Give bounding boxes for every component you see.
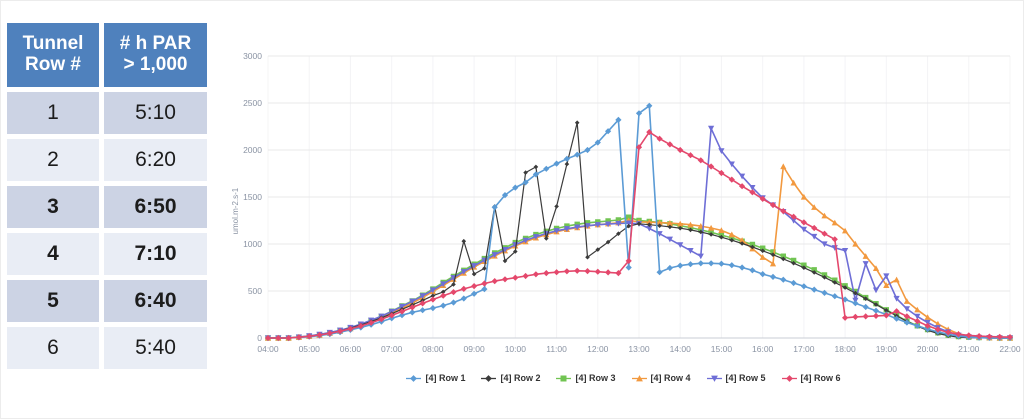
x-tick-label: 06:00 <box>340 344 362 354</box>
x-tick-label: 20:00 <box>917 344 939 354</box>
table-header-row: Tunnel Row # # h PAR > 1,000 <box>7 23 207 87</box>
x-tick-label: 10:00 <box>505 344 527 354</box>
y-tick-label: 500 <box>248 286 262 296</box>
x-tick-label: 11:00 <box>546 344 567 354</box>
y-tick-label: 2500 <box>243 98 262 108</box>
legend-item-row-5[interactable]: [4] Row 5 <box>706 373 766 383</box>
legend-item-row-6[interactable]: [4] Row 6 <box>781 373 841 383</box>
legend-item-row-2[interactable]: [4] Row 2 <box>481 373 540 383</box>
table-cell-row-number: 2 <box>7 139 99 181</box>
table-row: 5 6:40 <box>7 280 207 322</box>
table-header-cell: Tunnel Row # <box>7 23 99 87</box>
table-cell-par-hours: 6:50 <box>104 186 207 228</box>
legend-item-row-1[interactable]: [4] Row 1 <box>406 373 465 383</box>
y-tick-label: 3000 <box>243 51 262 61</box>
table-cell-par-hours: 6:20 <box>104 139 207 181</box>
table-row: 1 5:10 <box>7 92 207 134</box>
table-cell-par-hours: 6:40 <box>104 280 207 322</box>
table-row: 2 6:20 <box>7 139 207 181</box>
y-axis-title: umol.m-2.s-1 <box>231 187 240 234</box>
table-cell-row-number: 3 <box>7 186 99 228</box>
y-tick-label: 0 <box>257 333 262 343</box>
x-tick-label: 12:00 <box>587 344 609 354</box>
series-markers--4-row-2 <box>265 120 1013 341</box>
table-row: 6 5:40 <box>7 327 207 369</box>
legend-label: [4] Row 5 <box>725 373 766 383</box>
x-tick-label: 18:00 <box>834 344 856 354</box>
legend-label: [4] Row 1 <box>425 373 466 383</box>
y-tick-label: 1500 <box>243 192 262 202</box>
x-tick-label: 21:00 <box>958 344 980 354</box>
legend-marker-icon <box>481 374 497 382</box>
x-tick-label: 04:00 <box>257 344 279 354</box>
x-tick-label: 13:00 <box>628 344 650 354</box>
table-cell-par-hours: 5:10 <box>104 92 207 134</box>
table-row: 4 7:10 <box>7 233 207 275</box>
x-tick-label: 16:00 <box>752 344 774 354</box>
table-row: 3 6:50 <box>7 186 207 228</box>
x-tick-label: 22:00 <box>999 344 1021 354</box>
legend-item-row-4[interactable]: [4] Row 4 <box>631 373 691 383</box>
legend-item-row-3[interactable]: [4] Row 3 <box>556 373 616 383</box>
x-tick-label: 14:00 <box>670 344 692 354</box>
legend-label: [4] Row 3 <box>575 373 616 383</box>
x-tick-label: 19:00 <box>876 344 898 354</box>
legend-label: [4] Row 4 <box>650 373 691 383</box>
par-chart: 0 500 1000 1500 2000 2500 3000 04:00 05:00 06:00 0… <box>226 26 1021 366</box>
legend-marker-icon <box>706 375 722 382</box>
table-cell-par-hours: 5:40 <box>104 327 207 369</box>
y-tick-label: 1000 <box>243 239 262 249</box>
table-cell-par-hours: 7:10 <box>104 233 207 275</box>
x-tick-label: 09:00 <box>463 344 485 354</box>
legend-label: [4] Row 6 <box>800 373 841 383</box>
chart-legend: [4] Row 1 [4] Row 2 [4] Row 3 [4] Row 4 [4] … <box>226 370 1021 386</box>
series-markers--4-row-4 <box>264 163 1014 341</box>
legend-label: [4] Row 2 <box>500 373 541 383</box>
x-tick-label: 07:00 <box>381 344 403 354</box>
table-cell-row-number: 6 <box>7 327 99 369</box>
par-chart-canvas: 0 500 1000 1500 2000 2500 3000 04:00 05:00 06:00 0… <box>231 51 1021 354</box>
table-body: 1 5:10 2 6:20 3 6:50 4 7:10 5 6:40 6 5:40 <box>7 92 207 369</box>
table-header-cell: # h PAR > 1,000 <box>104 23 207 87</box>
tunnel-par-table: Tunnel Row # # h PAR > 1,000 1 5:10 2 6:20 3 6… <box>7 23 207 374</box>
legend-marker-icon <box>631 374 647 381</box>
y-tick-label: 2000 <box>243 145 262 155</box>
table-cell-row-number: 4 <box>7 233 99 275</box>
x-tick-label: 05:00 <box>299 344 321 354</box>
table-cell-row-number: 1 <box>7 92 99 134</box>
legend-marker-icon <box>406 374 422 382</box>
legend-marker-icon <box>556 375 572 381</box>
table-cell-row-number: 5 <box>7 280 99 322</box>
legend-marker-icon <box>781 374 797 382</box>
x-tick-label: 17:00 <box>793 344 815 354</box>
x-tick-label: 08:00 <box>422 344 444 354</box>
x-tick-label: 15:00 <box>711 344 733 354</box>
